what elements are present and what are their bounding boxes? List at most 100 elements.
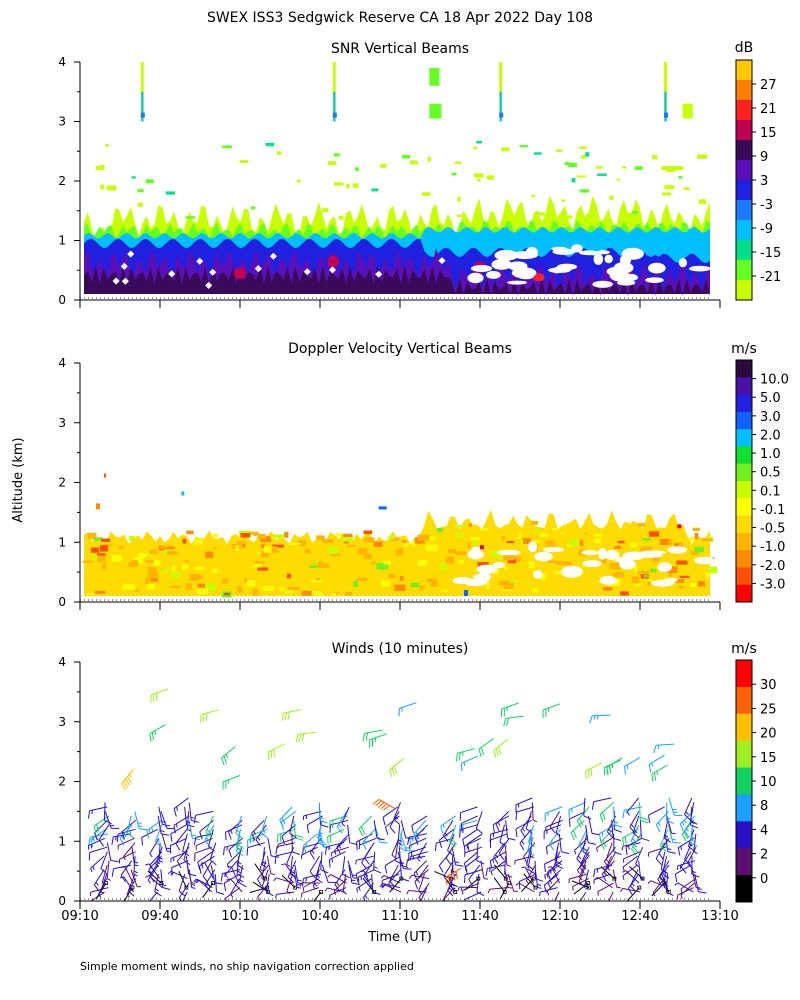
wind-barb-staff [341,856,346,875]
wind-barb-staff [289,856,294,875]
wind-barb-flag [394,860,403,865]
wind-barb [545,819,563,831]
wind-barb-staff [475,811,483,829]
wind-barb-flag [691,873,700,878]
doppler-cell [697,581,706,587]
wind-barb-flag [255,839,261,847]
wind-barb-flag [191,884,196,886]
wind-barb-flag [149,853,153,858]
wind-barb-staff [599,802,615,815]
doppler-cell [410,582,420,588]
wind-barb-flag [384,826,389,835]
wind-barb-flag [302,887,305,892]
winds-colorbar-swatch [736,713,752,742]
wind-barb-flag [319,816,324,820]
wind-barb-flag [577,869,580,874]
wind-barb-flag [658,852,664,860]
wind-barb-flag [200,714,202,723]
wind-barb-flag [317,842,326,848]
doppler-cell [503,554,515,561]
wind-barb [309,837,322,860]
snr-gap [617,279,636,286]
wind-barb-flag [193,878,197,882]
doppler-cell [491,550,504,557]
wind-barb-flag [197,861,201,870]
wind-barb [515,797,533,813]
wind-barb [289,815,297,839]
wind-barb [147,864,159,884]
wind-barb [182,891,188,901]
wind-barb-upper [445,867,462,886]
snr-gap [470,265,493,272]
snr-speckle [662,192,672,196]
wind-barb-staff [499,824,505,843]
wind-barb [302,842,321,856]
wind-barb [635,847,644,867]
doppler-cell [547,560,558,563]
doppler-gap [619,559,636,570]
doppler-cell [91,547,100,553]
wind-barb [87,806,108,819]
wind-barb [411,815,428,834]
wind-barb-flag [453,872,456,881]
wind-barb-flag [515,882,520,886]
wind-barb-flag [121,835,125,840]
wind-barb-flag [214,882,223,885]
wind-barb-flag [671,838,677,841]
snr-speckle [427,156,431,162]
wind-barb [464,891,482,901]
doppler-cell [93,537,103,541]
wind-calm-marker [184,885,189,890]
doppler-colorbar-swatch [736,429,752,447]
winds-colorbar-label: 25 [760,702,777,717]
wind-barb-flag [261,886,269,893]
wind-barb-staff [694,873,699,892]
snr-gap-diamond [205,281,213,289]
wind-barb-staff [600,866,615,879]
y-tick-label: 4 [58,356,66,370]
wind-barb-flag [627,888,634,896]
wind-barb-flag [389,826,396,834]
snr-speckle [579,189,590,193]
doppler-cell [87,592,95,596]
doppler-cell [477,562,489,568]
doppler-cell [668,570,673,577]
wind-barb [572,880,591,890]
wind-barb-flag [635,863,639,867]
wind-barb-staff [635,847,644,864]
wind-barb-staff [585,762,603,772]
wind-barb-staff [520,878,534,893]
wind-barb-staff [225,887,241,899]
snr-speckle [457,196,461,202]
wind-barb-staff [410,851,429,858]
wind-barb-staff [417,864,429,880]
wind-barb-flag [629,826,636,834]
wind-barb-staff [117,828,136,835]
wind-barb-flag [690,839,695,843]
wind-barb [593,873,612,884]
wind-barb-staff [326,842,345,848]
doppler-colorbar-label: 1.0 [760,447,781,462]
wind-barb-flag [279,819,284,828]
snr-speckle [145,179,154,184]
wind-barb [504,856,513,878]
wind-barb-flag [684,814,691,821]
doppler-cell [425,536,436,541]
wind-barb-staff [334,869,346,885]
wind-barb-flag [336,846,341,855]
wind-barb-flag [578,876,583,881]
wind-barb-staff [622,887,641,893]
wind-barb [547,860,563,880]
wind-barb-staff [261,869,269,887]
wind-barb-staff [664,833,669,852]
doppler-cell [186,530,194,535]
doppler-cell [356,577,368,581]
wind-barb [281,824,297,845]
wind-barb-flag [230,829,233,834]
wind-barb-flag [202,713,205,722]
wind-barb-upper [121,769,134,791]
wind-barb-flag [613,851,622,855]
wind-barb [409,837,427,850]
wind-barb [111,833,132,845]
wind-barb-staff [464,846,483,854]
